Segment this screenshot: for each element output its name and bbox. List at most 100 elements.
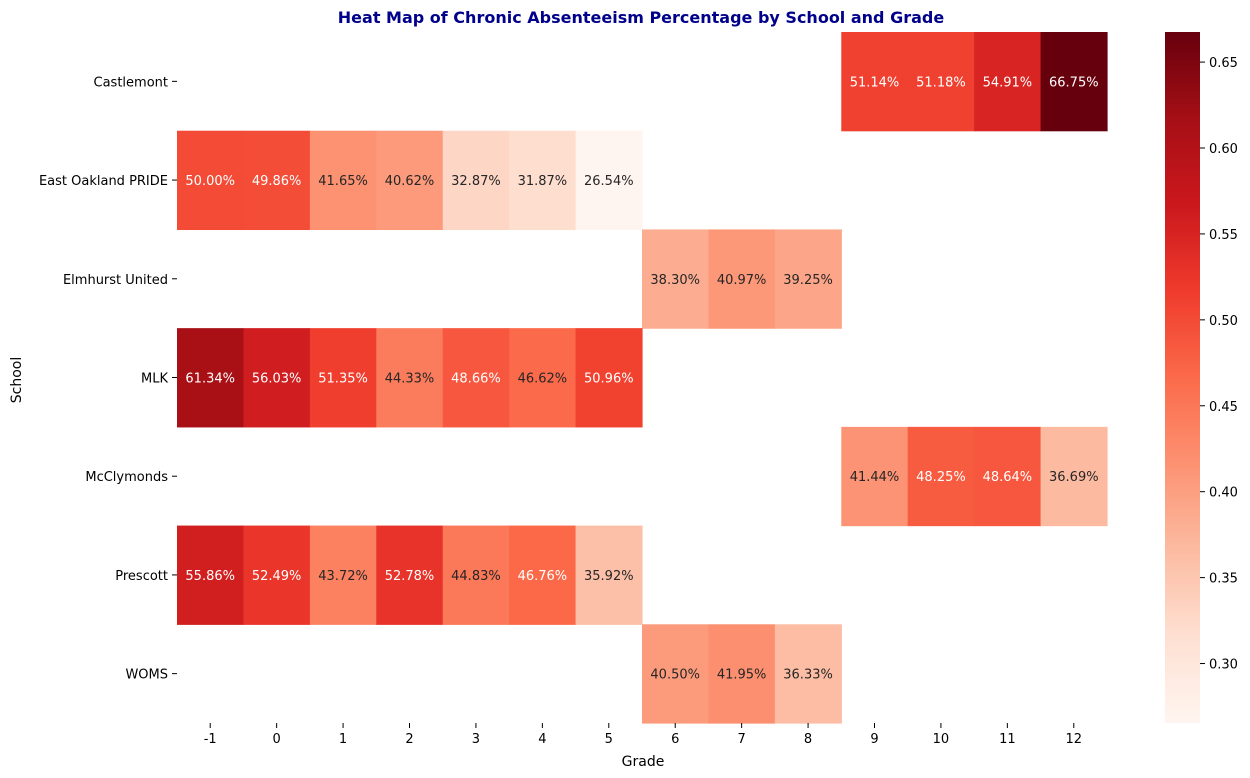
y-axis: Castlemont East Oakland PRIDE Elmhurst Uni… xyxy=(39,75,177,683)
colorbar-gradient xyxy=(1165,32,1200,723)
heatmap-cell xyxy=(442,130,510,231)
cell-label: 56.03% xyxy=(252,372,302,387)
cell-label: 51.35% xyxy=(318,372,368,387)
x-tick-label: 12 xyxy=(1066,732,1083,747)
x-tick-label: 1 xyxy=(339,732,347,747)
cell-label: 48.64% xyxy=(983,470,1033,485)
x-axis-label: Grade xyxy=(622,754,665,770)
x-tick-label: 6 xyxy=(671,732,679,747)
heatmap-cell xyxy=(509,328,577,428)
cell-label: 51.14% xyxy=(850,75,900,90)
cell-label: 50.96% xyxy=(584,372,634,387)
heatmap-cell xyxy=(1040,32,1108,132)
cell-label: 36.33% xyxy=(783,668,833,683)
cell-label: 66.75% xyxy=(1049,75,1099,90)
colorbar-tick-label: 0.35 xyxy=(1209,572,1238,587)
heatmap-cell xyxy=(243,328,311,428)
cell-label: 61.34% xyxy=(185,372,235,387)
cell-label: 39.25% xyxy=(783,273,833,288)
heatmap-cell xyxy=(907,32,975,132)
heatmap-cells: 51.14% 51.18% 54.91% 66.75% 50.00% 49.86% 41.6… xyxy=(177,32,1108,724)
heatmap-cell xyxy=(376,328,444,428)
colorbar-tick-label: 0.65 xyxy=(1209,56,1238,71)
heatmap-cell xyxy=(509,130,577,231)
heatmap-cell xyxy=(575,525,643,625)
colorbar-tick-label: 0.30 xyxy=(1209,658,1238,673)
heatmap-cell xyxy=(907,426,975,527)
y-tick-label: Castlemont xyxy=(94,75,168,90)
cell-label: 41.95% xyxy=(717,668,767,683)
heatmap-cell xyxy=(177,130,245,231)
heatmap-cell xyxy=(376,525,444,625)
cell-label: 46.76% xyxy=(518,569,568,584)
cell-label: 46.62% xyxy=(518,372,568,387)
colorbar-tick-label: 0.60 xyxy=(1209,142,1238,157)
cell-label: 55.86% xyxy=(185,569,235,584)
cell-label: 36.69% xyxy=(1049,470,1099,485)
cell-label: 54.91% xyxy=(983,75,1033,90)
heatmap-cell xyxy=(442,525,510,625)
cell-label: 51.18% xyxy=(916,75,966,90)
chart-title: Heat Map of Chronic Absenteeism Percenta… xyxy=(338,8,945,27)
y-tick-label: Elmhurst United xyxy=(63,273,168,288)
x-tick-label: 5 xyxy=(605,732,613,747)
heatmap-cell xyxy=(974,32,1042,132)
cell-label: 52.78% xyxy=(385,569,435,584)
cell-label: 32.87% xyxy=(451,174,501,189)
y-tick-label: Prescott xyxy=(115,569,168,584)
heatmap-cell xyxy=(442,328,510,428)
x-tick-label: 7 xyxy=(738,732,746,747)
colorbar-tick-label: 0.40 xyxy=(1209,486,1238,501)
heatmap-cell xyxy=(974,426,1042,527)
heatmap-cell xyxy=(309,328,377,428)
cell-label: 35.92% xyxy=(584,569,634,584)
heatmap-cell xyxy=(376,130,444,231)
cell-label: 31.87% xyxy=(518,174,568,189)
heatmap-cell xyxy=(774,229,842,329)
x-tick-label: 4 xyxy=(538,732,546,747)
heatmap-cell xyxy=(841,32,909,132)
heatmap-cell xyxy=(708,624,776,724)
heatmap-cell xyxy=(575,328,643,428)
heatmap-cell xyxy=(642,624,710,724)
y-tick-label: McClymonds xyxy=(85,470,168,485)
y-tick-label: East Oakland PRIDE xyxy=(39,174,168,189)
cell-label: 50.00% xyxy=(185,174,235,189)
cell-label: 41.65% xyxy=(318,174,368,189)
colorbar-tick-label: 0.55 xyxy=(1209,228,1238,243)
heatmap-cell xyxy=(708,229,776,329)
cell-label: 40.97% xyxy=(717,273,767,288)
cell-label: 44.83% xyxy=(451,569,501,584)
heatmap-cell xyxy=(1040,426,1108,527)
heatmap-cell xyxy=(575,130,643,231)
cell-label: 26.54% xyxy=(584,174,634,189)
heatmap-cell xyxy=(177,525,245,625)
heatmap-cell xyxy=(642,229,710,329)
x-tick-label: 2 xyxy=(405,732,413,747)
x-tick-label: 8 xyxy=(804,732,812,747)
heatmap-cell xyxy=(774,624,842,724)
y-tick-label: WOMS xyxy=(125,668,168,683)
cell-label: 38.30% xyxy=(650,273,700,288)
cell-label: 52.49% xyxy=(252,569,302,584)
x-axis: -1 0 1 2 3 4 5 6 7 8 9 10 11 12 xyxy=(204,723,1082,747)
cell-label: 48.25% xyxy=(916,470,966,485)
x-tick-label: 11 xyxy=(999,732,1016,747)
x-tick-label: 9 xyxy=(870,732,878,747)
y-tick-label: MLK xyxy=(141,372,168,387)
heatmap-cell xyxy=(509,525,577,625)
heatmap-cell xyxy=(841,426,909,527)
heatmap-cell xyxy=(243,525,311,625)
colorbar-tick-label: 0.45 xyxy=(1209,400,1238,415)
cell-label: 40.50% xyxy=(650,668,700,683)
heatmap-cell xyxy=(177,328,245,428)
cell-label: 41.44% xyxy=(850,470,900,485)
x-tick-label: 10 xyxy=(933,732,950,747)
x-tick-label: 3 xyxy=(472,732,480,747)
cell-label: 44.33% xyxy=(385,372,435,387)
cell-label: 49.86% xyxy=(252,174,302,189)
x-tick-label: 0 xyxy=(273,732,281,747)
y-axis-label: School xyxy=(9,357,25,403)
cell-label: 43.72% xyxy=(318,569,368,584)
